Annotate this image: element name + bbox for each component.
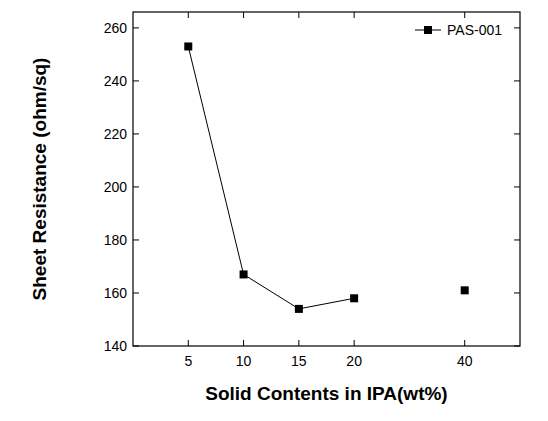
point (350, 294, 358, 302)
chart-svg: 140 160 180 200 220 240 260 5 10 15 20 40 PAS-001 Sol… (0, 0, 548, 421)
plot-area (184, 42, 468, 312)
x-axis-label: Solid Contents in IPA(wt%) (205, 383, 447, 404)
y-tick (133, 186, 139, 187)
y-axis-label: Sheet Resistance (ohm/sq) (29, 58, 50, 301)
x-tick-top (188, 12, 189, 18)
x-tick-label: 15 (291, 353, 307, 369)
y-tick (133, 80, 139, 81)
y-tick-label: 200 (104, 179, 128, 195)
y-tick-right (514, 239, 520, 240)
x-tick-top (464, 12, 465, 18)
point (295, 305, 303, 313)
plot-frame (133, 12, 520, 346)
x-tick (464, 340, 465, 346)
y-tick (133, 292, 139, 293)
x-tick-label: 40 (457, 353, 473, 369)
x-tick (188, 340, 189, 346)
point (184, 42, 192, 50)
point (240, 270, 248, 278)
point (461, 286, 469, 294)
y-tick-right (514, 27, 520, 28)
y-tick-label: 140 (104, 338, 128, 354)
x-tick (354, 340, 355, 346)
x-tick-label: 10 (236, 353, 252, 369)
y-tick-right (514, 186, 520, 187)
legend-label: PAS-001 (447, 22, 502, 38)
y-tick (133, 239, 139, 240)
y-tick-label: 260 (104, 20, 128, 36)
legend-marker (424, 26, 432, 34)
x-tick-top (243, 12, 244, 18)
y-tick (133, 133, 139, 134)
x-tick-top (354, 12, 355, 18)
x-tick (298, 340, 299, 346)
y-tick-label: 160 (104, 285, 128, 301)
y-tick-label: 180 (104, 232, 128, 248)
y-tick-label: 240 (104, 73, 128, 89)
y-tick-right (514, 133, 520, 134)
y-tick-right (514, 292, 520, 293)
chart-root: 140 160 180 200 220 240 260 5 10 15 20 40 PAS-001 Sol… (0, 0, 548, 421)
x-tick (243, 340, 244, 346)
x-tick-label: 5 (184, 353, 192, 369)
x-tick-label: 20 (346, 353, 362, 369)
x-tick-top (298, 12, 299, 18)
y-tick (133, 27, 139, 28)
series-line (188, 46, 464, 308)
y-tick-right (514, 80, 520, 81)
y-tick-label: 220 (104, 126, 128, 142)
